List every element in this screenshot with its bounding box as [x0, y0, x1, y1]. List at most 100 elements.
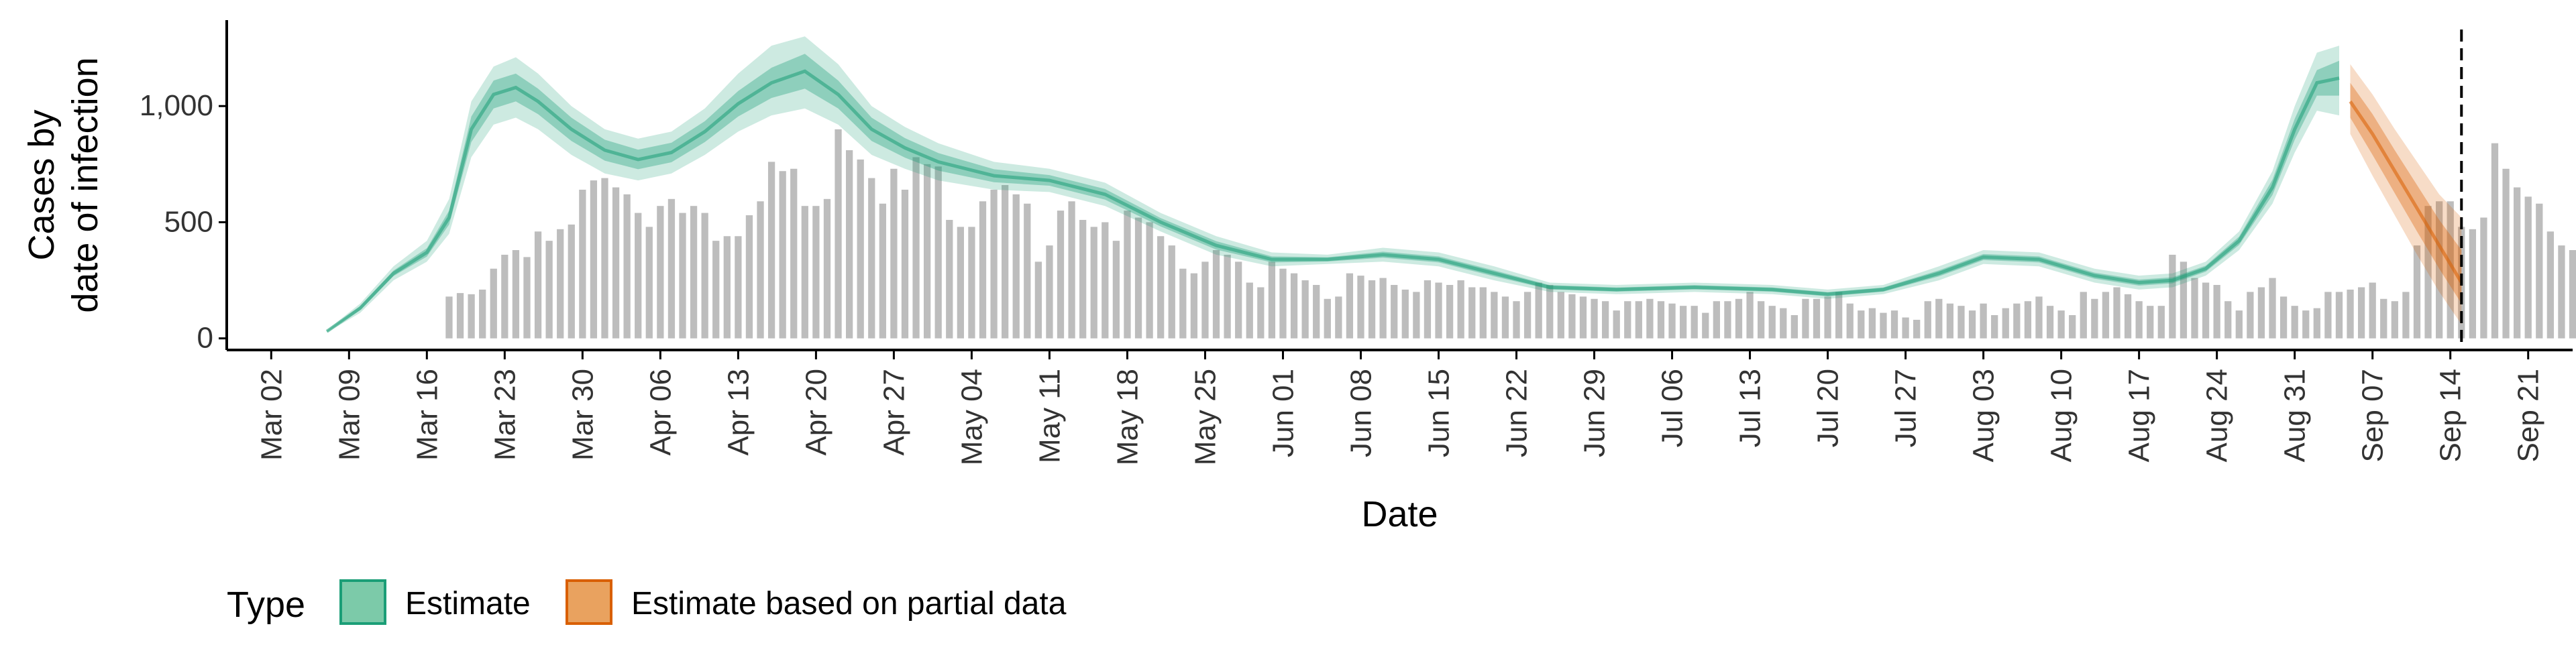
case-bar: [545, 241, 553, 339]
case-bar: [1858, 310, 1865, 339]
x-tick-label: Mar 30: [566, 369, 599, 461]
case-bar: [1457, 280, 1464, 339]
case-bar: [2102, 292, 2110, 339]
case-bar: [501, 254, 508, 339]
case-bar: [1290, 273, 1298, 339]
case-bar: [490, 268, 497, 339]
case-bar: [1991, 315, 1998, 339]
case-bar: [445, 296, 453, 339]
case-bar: [2213, 284, 2220, 339]
case-bar: [1168, 245, 1175, 339]
case-bar: [2035, 296, 2043, 339]
case-bar: [1090, 227, 1097, 339]
case-bar: [2558, 245, 2565, 339]
estimate-ribbons: [325, 36, 2463, 333]
case-bar: [2536, 203, 2543, 339]
x-ticks: Mar 02 Mar 09 Mar 16 Mar 23 Mar 30 Apr 06 Apr …: [255, 350, 2545, 465]
case-bar: [2135, 301, 2143, 339]
case-bar: [1413, 292, 1420, 339]
case-bar: [1591, 298, 1598, 339]
case-bar: [612, 187, 620, 339]
case-bar: [1046, 245, 1053, 339]
x-tick-label: Jun 08: [1344, 369, 1377, 457]
case-bar: [2057, 310, 2065, 339]
case-bar: [1324, 298, 1331, 339]
case-bar: [1068, 201, 1075, 339]
case-bar: [1624, 301, 1631, 339]
case-bar: [1557, 292, 1564, 339]
case-bar: [2169, 254, 2176, 339]
x-tick-label: Jul 13: [1734, 369, 1767, 447]
case-bar: [735, 236, 742, 339]
x-tick-label: May 11: [1033, 369, 1066, 463]
case-bar: [2157, 306, 2165, 339]
case-bar: [667, 198, 676, 339]
x-tick-label: Apr 13: [722, 369, 755, 456]
case-bar: [1257, 287, 1265, 339]
y-axis-label-line-1: Cases by: [21, 109, 62, 260]
case-bar: [1212, 250, 1220, 339]
x-tick-label: Aug 17: [2123, 369, 2156, 462]
x-tick-label: Mar 02: [255, 369, 288, 461]
case-bar: [1813, 298, 1821, 339]
x-axis-label: Date: [1361, 494, 1438, 534]
case-bar: [1890, 310, 1898, 339]
case-bar: [2302, 310, 2310, 339]
legend: Type Estimate Estimate based on partial …: [227, 579, 1067, 625]
case-bar: [857, 159, 864, 339]
y-tick-label: 0: [197, 322, 213, 355]
case-bar: [1268, 261, 1276, 339]
x-tick-label: Jul 06: [1656, 369, 1689, 447]
x-tick-label: Jul 27: [1890, 369, 1923, 447]
case-bar: [523, 257, 531, 339]
x-tick-label: May 25: [1189, 369, 1222, 465]
partial-median-line: [2349, 100, 2463, 284]
case-bar: [1024, 203, 1031, 339]
legend-key-estimate: [339, 579, 386, 625]
x-tick-label: Aug 24: [2201, 369, 2234, 462]
case-bar: [1935, 298, 1943, 339]
case-bar: [2024, 301, 2032, 339]
legend-title: Type: [227, 585, 305, 625]
legend-key-partial: [566, 579, 612, 625]
case-bar: [2391, 301, 2398, 339]
case-bar: [812, 206, 820, 339]
x-tick-label: Jul 20: [1812, 369, 1845, 447]
estimate-ribbon-90: [327, 36, 2340, 333]
case-bar: [1301, 280, 1309, 339]
case-bar: [912, 157, 920, 339]
case-bar: [779, 171, 786, 339]
case-bar: [2480, 217, 2487, 339]
case-bar: [1902, 317, 1909, 339]
case-bar: [1134, 217, 1142, 339]
case-bar: [845, 150, 853, 339]
case-bar: [1435, 282, 1442, 339]
case-bar: [2335, 292, 2343, 339]
case-bar: [1479, 287, 1487, 339]
case-bar: [1780, 308, 1787, 339]
case-bar: [1146, 222, 1153, 339]
legend-label-partial: Estimate based on partial data: [631, 586, 1067, 622]
case-bar: [1112, 241, 1120, 339]
case-bar: [1724, 301, 1731, 339]
case-bar: [2491, 143, 2499, 339]
case-bar: [2313, 308, 2320, 339]
case-bar: [745, 215, 753, 339]
case-bar: [1913, 319, 1921, 339]
case-bar: [701, 213, 708, 339]
x-tick-label: Aug 31: [2279, 369, 2312, 462]
y-ticks: 0 500 1,000: [140, 89, 227, 355]
case-bar: [2247, 292, 2254, 339]
case-bar: [1201, 261, 1209, 339]
case-bar: [979, 201, 987, 339]
case-bar: [1368, 280, 1376, 339]
case-bar: [1157, 236, 1165, 339]
case-bar: [1968, 310, 1976, 339]
partial-ribbon-90: [2350, 64, 2462, 325]
case-bar: [2324, 292, 2332, 339]
case-bar: [1924, 301, 1931, 339]
case-bar: [1702, 312, 1709, 339]
case-bar: [1824, 296, 1831, 339]
case-bar: [2357, 287, 2365, 339]
